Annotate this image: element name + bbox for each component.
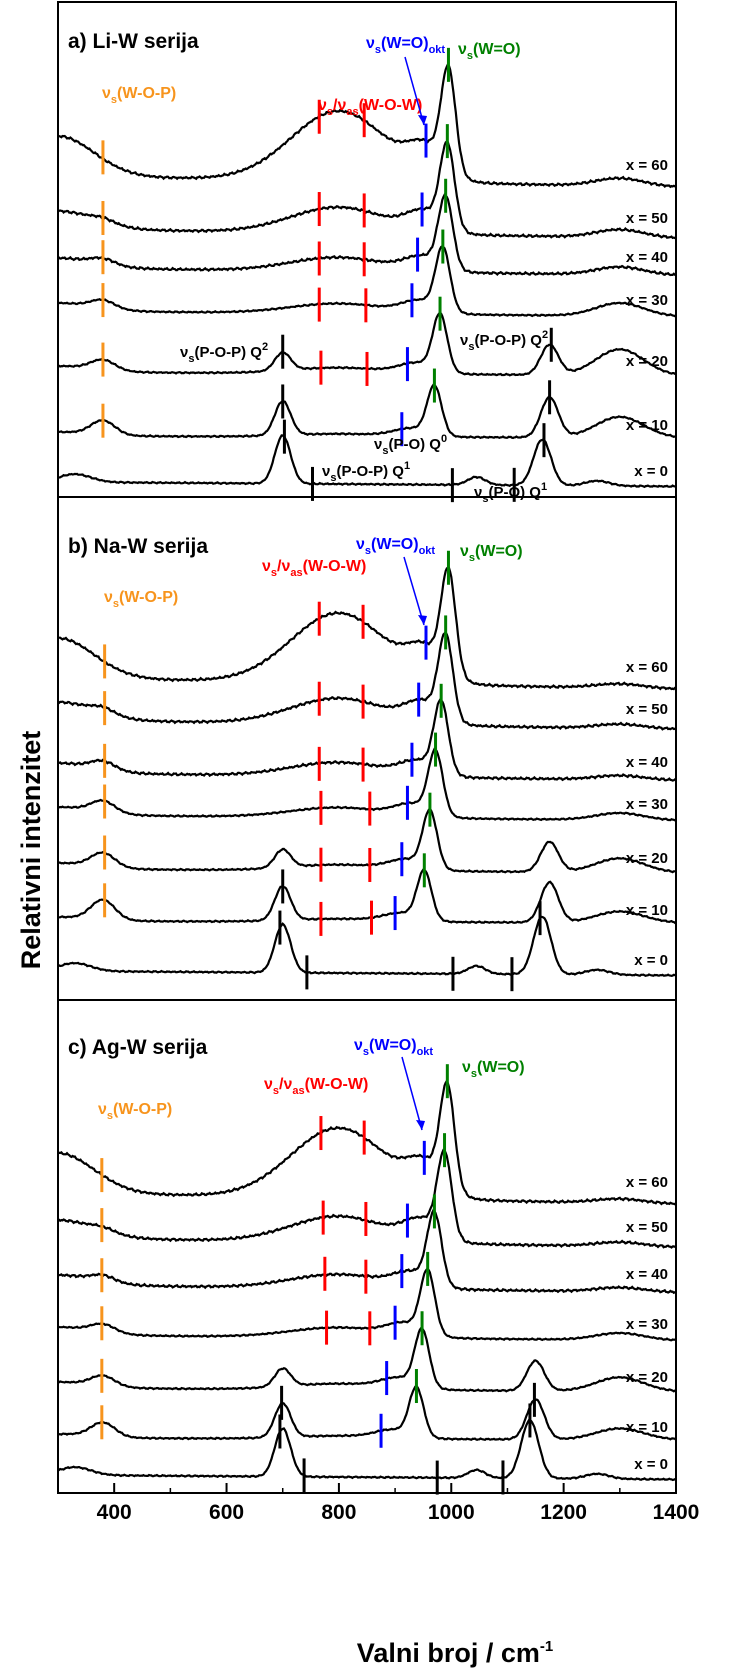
x-axis: 400 600 800 1000 1200 1400	[57, 1483, 700, 1524]
series-label: x = 60	[626, 1174, 668, 1191]
series-label: x = 50	[626, 210, 668, 227]
series-label: x = 40	[626, 249, 668, 266]
spectrum-trace	[57, 747, 677, 822]
spectrum-trace	[57, 566, 677, 691]
spectrum-trace	[57, 1327, 677, 1393]
w-o-w-label: νs/νas(W-O-W)	[262, 558, 366, 579]
series-label: x = 30	[626, 292, 668, 309]
panel-title: b) Na-W serija	[68, 535, 208, 558]
panel-frame	[57, 1, 677, 498]
spectrum-trace	[57, 868, 677, 925]
p-o-q1-label: νs(P-O) Q1	[474, 481, 547, 505]
spectrum-trace	[57, 62, 677, 189]
series-label: x = 10	[626, 902, 668, 919]
w-o-p-label: νs(W-O-P)	[102, 85, 176, 106]
w-o-term-label: νs(W=O)	[462, 1059, 525, 1080]
band-annotations: νs(W-O-P)νs/νas(W-O-W)νs(W=O)okt νs(W=O)ν…	[98, 35, 548, 1131]
series-label: x = 20	[626, 850, 668, 867]
panel-li-w: a) Li-W serija x = 60 x = 50 x = 40 x = 30 x …	[57, 1, 677, 503]
okt-arrowhead	[416, 1120, 425, 1130]
panels: a) Li-W serija x = 60 x = 50 x = 40 x = 30 x …	[57, 1, 677, 1495]
okt-arrowhead	[418, 615, 427, 625]
w-o-p-label: νs(W-O-P)	[104, 589, 178, 610]
w-o-okt-label: νs(W=O)okt	[356, 536, 435, 557]
x-tick-label: 400	[97, 1501, 132, 1524]
series-label: x = 50	[626, 1219, 668, 1236]
spectrum-trace	[57, 434, 677, 489]
panel-frame	[57, 999, 677, 1494]
x-tick-label: 600	[209, 1501, 244, 1524]
x-axis-label: Valni broj / cm-1	[357, 1638, 553, 1668]
spectrum-trace	[57, 1419, 677, 1482]
x-tick-label: 1400	[653, 1501, 700, 1524]
w-o-term-label: νs(W=O)	[458, 41, 521, 62]
series-label: x = 20	[626, 1369, 668, 1386]
x-tick-label: 800	[321, 1501, 356, 1524]
spectrum-trace	[57, 808, 677, 874]
w-o-p-label: νs(W-O-P)	[98, 1101, 172, 1122]
series-label: x = 60	[626, 659, 668, 676]
series-label: x = 50	[626, 701, 668, 718]
series-label: x = 30	[626, 1316, 668, 1333]
series-label: x = 40	[626, 754, 668, 771]
spectrum-trace	[57, 630, 677, 731]
panel-na-w: b) Na-W serija x = 60 x = 50 x = 40 x = 30 x …	[57, 496, 677, 1001]
series-label: x = 60	[626, 157, 668, 174]
series-label: x = 0	[634, 463, 668, 480]
okt-arrow	[403, 556, 425, 626]
panel-frame	[57, 496, 677, 1001]
spectrum-trace	[57, 1267, 677, 1342]
series-label: x = 10	[626, 417, 668, 434]
p-o-p-q2-label: νs(P-O-P) Q2	[180, 341, 268, 365]
w-o-okt-label: νs(W=O)okt	[354, 1037, 433, 1058]
spectrum-trace	[57, 1078, 677, 1206]
spectrum-trace	[57, 193, 676, 277]
w-o-okt-label: νs(W=O)okt	[366, 35, 445, 56]
p-o-p-q1-label: νs(P-O-P) Q1	[322, 460, 410, 484]
panel-ag-w: c) Ag-W serija x = 60 x = 50 x = 40 x = 30 x …	[57, 999, 677, 1495]
series-label: x = 30	[626, 796, 668, 813]
okt-arrowhead	[418, 115, 427, 125]
w-o-term-label: νs(W=O)	[460, 543, 523, 564]
okt-arrow	[401, 1056, 423, 1131]
x-tick-label: 1200	[540, 1501, 587, 1524]
spectrum-trace	[57, 140, 677, 240]
panel-title: a) Li-W serija	[68, 30, 199, 53]
panel-title: c) Ag-W serija	[68, 1036, 208, 1059]
spectrum-trace	[57, 383, 677, 440]
p-o-p-q2-label: νs(P-O-P) Q2	[460, 329, 548, 353]
x-tick-label: 1000	[428, 1501, 475, 1524]
spectrum-trace	[57, 698, 677, 782]
series-label: x = 10	[626, 1419, 668, 1436]
series-label: x = 40	[626, 1266, 668, 1283]
okt-arrow	[404, 56, 425, 126]
series-label: x = 0	[634, 952, 668, 969]
series-label: x = 0	[634, 1456, 668, 1473]
series-label: x = 20	[626, 353, 668, 370]
spectrum-trace	[57, 1384, 677, 1441]
y-axis-label: Relativni intenzitet	[16, 731, 46, 970]
p-o-q0-label: νs(P-O) Q0	[374, 433, 447, 457]
w-o-w-label: νs/νas(W-O-W)	[318, 97, 422, 118]
spectrum-trace	[57, 915, 677, 978]
w-o-w-label: νs/νas(W-O-W)	[264, 1076, 368, 1097]
